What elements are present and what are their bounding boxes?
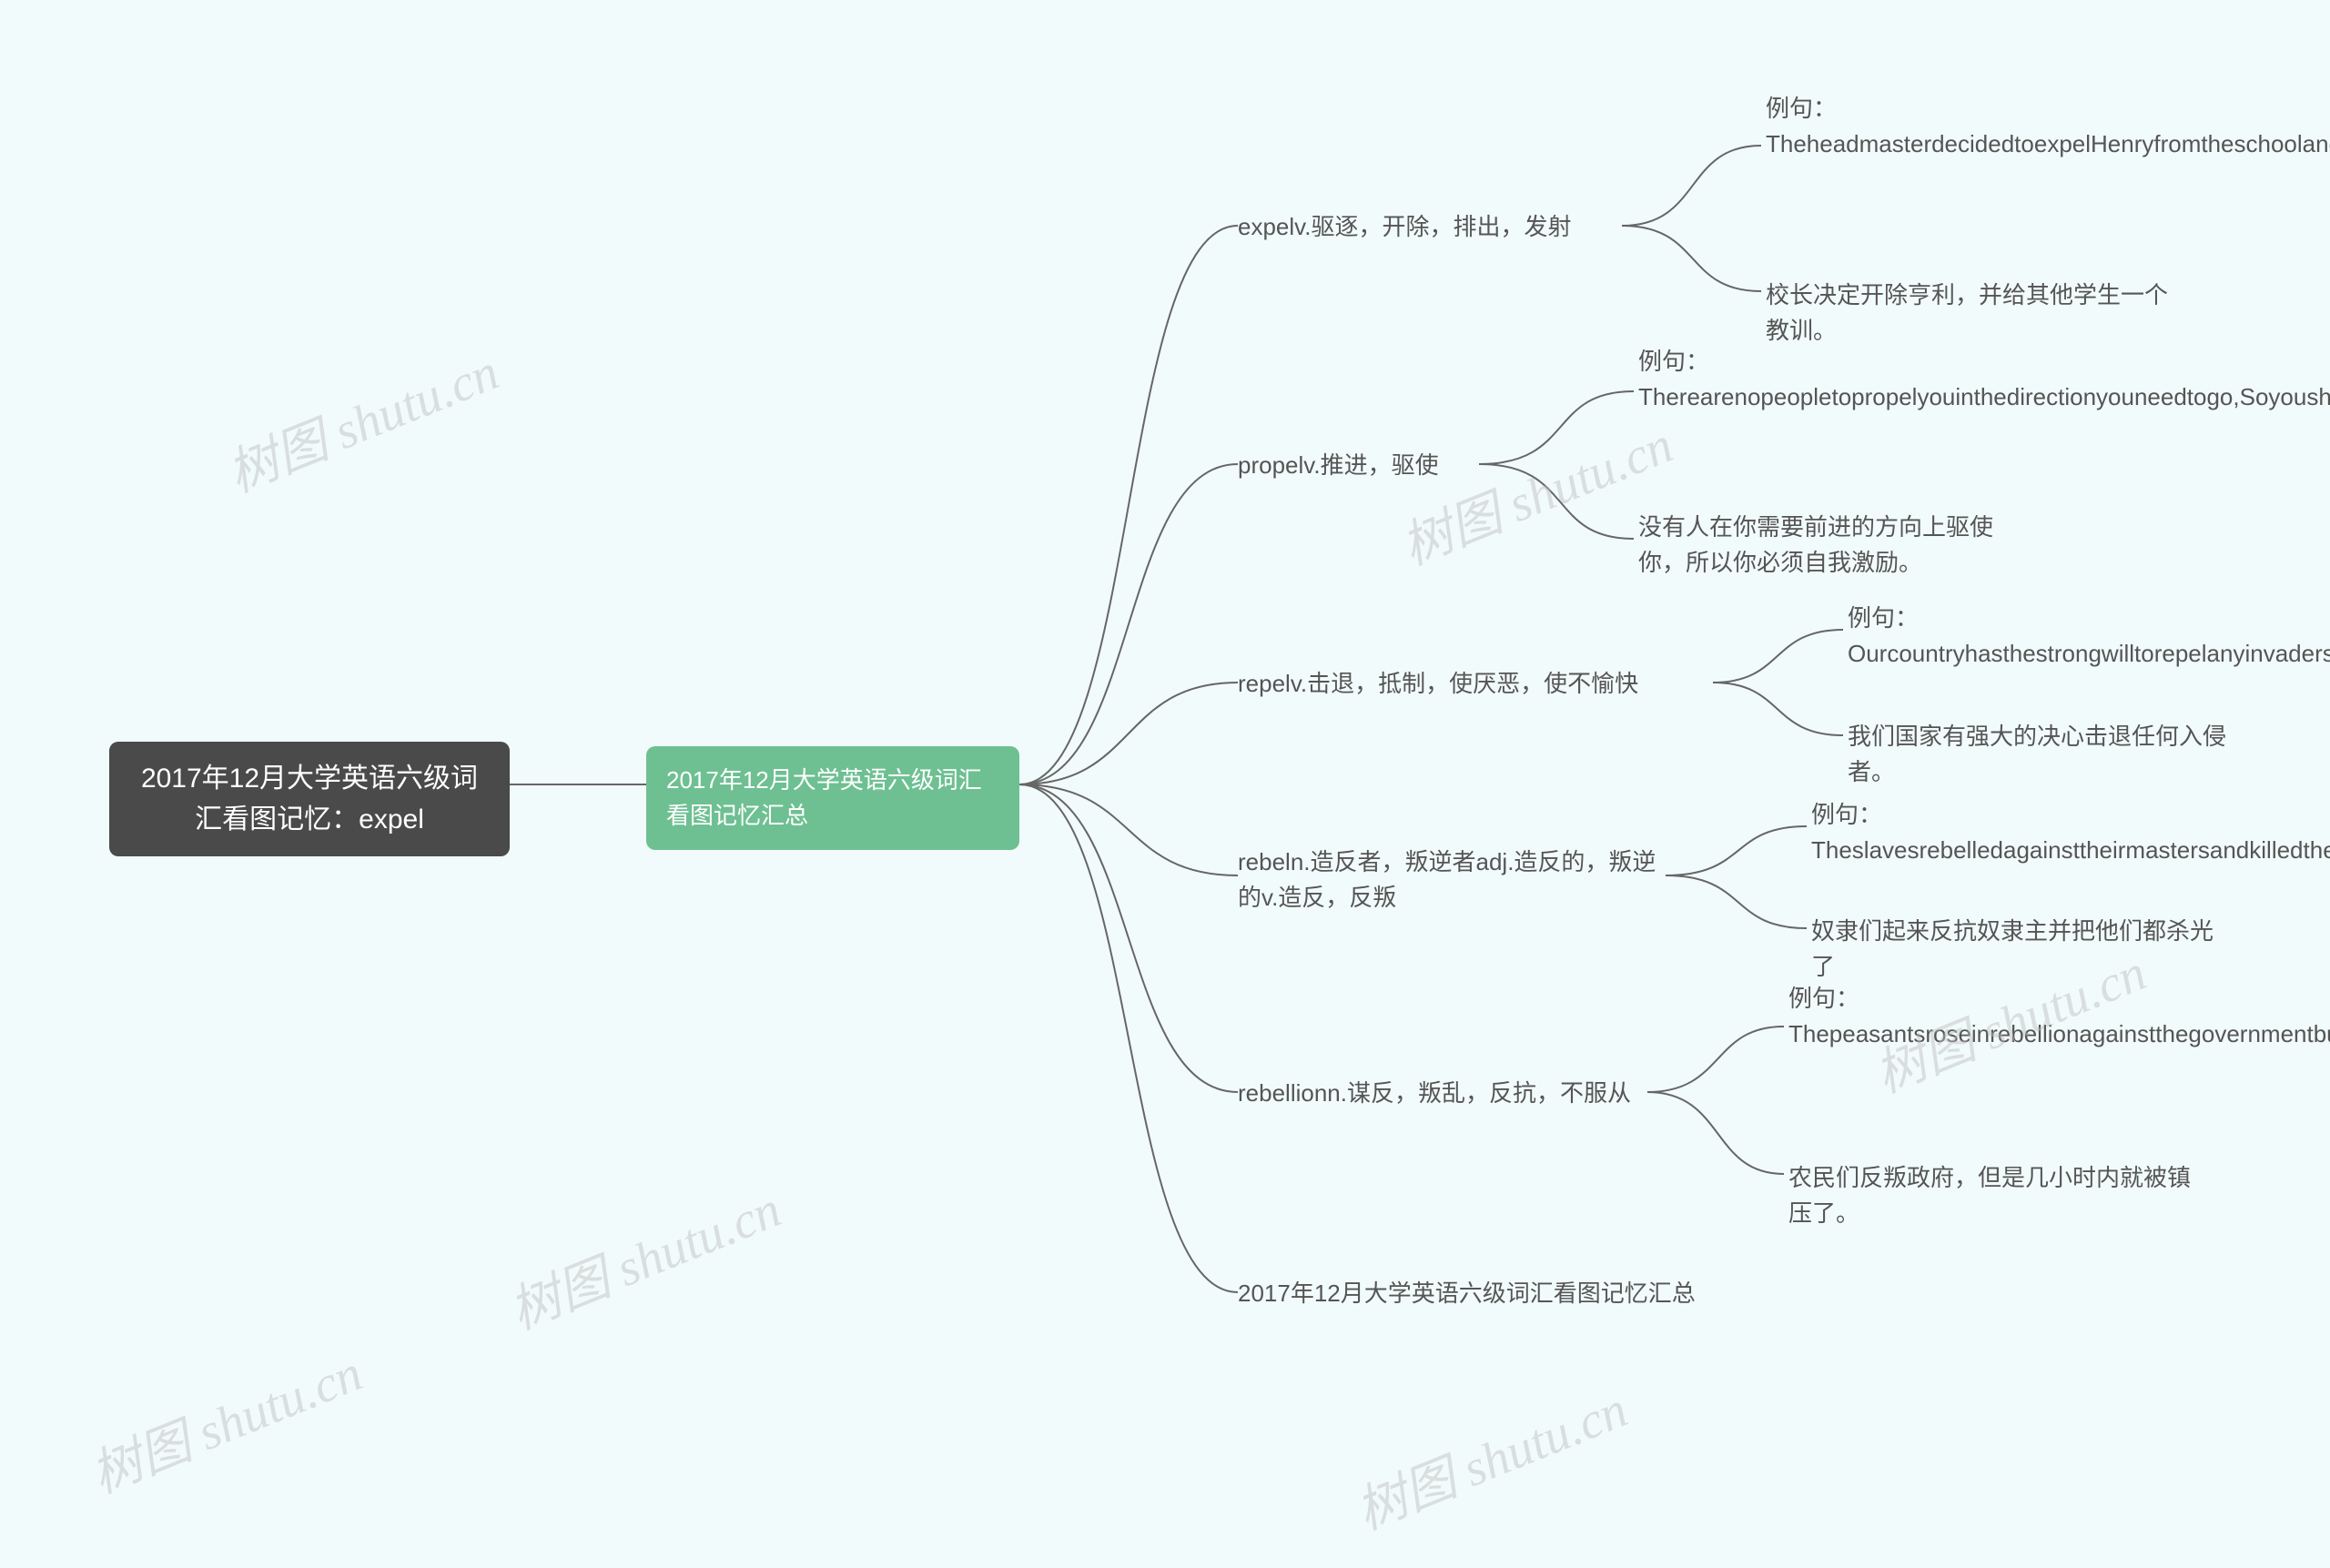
branch-rebellion: rebellionn.谋反，叛乱，反抗，不服从: [1238, 1076, 1631, 1111]
level1-node: 2017年12月大学英语六级词汇看图记忆汇总: [646, 746, 1019, 850]
branch-summary: 2017年12月大学英语六级词汇看图记忆汇总: [1238, 1276, 1696, 1311]
branch-rebel: rebeln.造反者，叛逆者adj.造反的，叛逆的v.造反，反叛: [1238, 845, 1675, 916]
watermark: 树图 shutu.cn: [215, 331, 508, 507]
branch-repel: repelv.击退，抵制，使厌恶，使不愉快: [1238, 666, 1638, 702]
watermark: 树图 shutu.cn: [1343, 1369, 1636, 1544]
branch-expel: expelv.驱逐，开除，排出，发射: [1238, 209, 1571, 245]
branch-expel-example-en: 例句：TheheadmasterdecidedtoexpelHenryfromt…: [1766, 91, 2157, 162]
branch-propel: propelv.推进，驱使: [1238, 448, 1439, 483]
branch-expel-example-zh: 校长决定开除亨利，并给其他学生一个教训。: [1766, 278, 2184, 349]
branch-rebel-example-en: 例句：Theslavesrebelledagainsttheirmastersa…: [1811, 797, 2203, 868]
root-node: 2017年12月大学英语六级词汇看图记忆：expel: [109, 742, 510, 856]
branch-repel-example-zh: 我们国家有强大的决心击退任何入侵者。: [1848, 719, 2266, 790]
branch-propel-example-zh: 没有人在你需要前进的方向上驱使你，所以你必须自我激励。: [1638, 510, 2030, 581]
branch-repel-example-en: 例句：Ourcountryhasthestrongwilltorepelanyi…: [1848, 601, 2239, 672]
branch-rebel-example-zh: 奴隶们起来反抗奴隶主并把他们都杀光了: [1811, 914, 2230, 985]
branch-rebellion-example-zh: 农民们反叛政府，但是几小时内就被镇压了。: [1788, 1160, 2207, 1231]
watermark: 树图 shutu.cn: [497, 1168, 790, 1344]
watermark: 树图 shutu.cn: [78, 1332, 371, 1508]
branch-propel-example-en: 例句：Therearenopeopletopropelyouinthedirec…: [1638, 344, 2030, 415]
branch-rebellion-example-en: 例句：Thepeasantsroseinrebellionagainsttheg…: [1788, 981, 2180, 1052]
